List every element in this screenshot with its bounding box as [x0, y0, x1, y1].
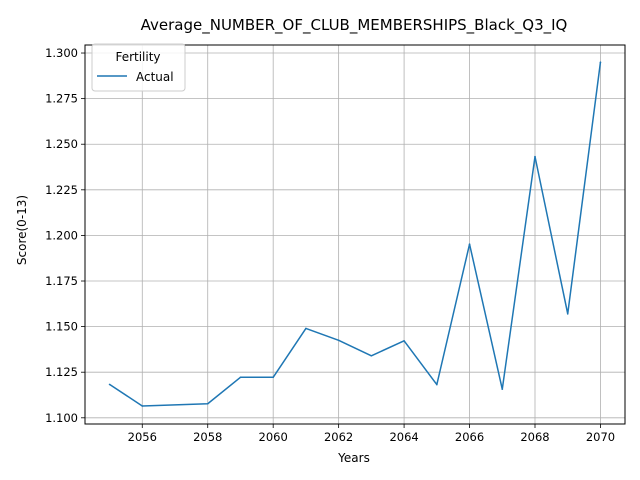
data-point	[534, 155, 536, 158]
x-axis-ticks: 2056 2058 2060 2062 2064 2066 2068 2070	[128, 424, 615, 444]
data-point	[337, 339, 340, 342]
data-point	[566, 313, 569, 315]
data-point	[141, 405, 144, 407]
data-point	[501, 388, 504, 390]
data-point	[206, 402, 209, 405]
y-tick-label: 1.300	[45, 46, 78, 60]
x-tick-label: 2062	[324, 430, 353, 444]
y-tick-label: 1.100	[45, 411, 78, 425]
y-axis-ticks: 1.100 1.125 1.150 1.175 1.200 1.225 1.250 1.275…	[45, 46, 85, 425]
x-tick-label: 2070	[586, 430, 615, 444]
data-point	[305, 327, 307, 330]
y-tick-label: 1.275	[45, 92, 78, 106]
data-point	[468, 243, 471, 245]
data-point	[272, 376, 274, 379]
plot-area	[108, 61, 602, 407]
data-point	[599, 61, 602, 63]
x-tick-label: 2064	[389, 430, 418, 444]
y-tick-label: 1.250	[45, 137, 78, 151]
x-tick-label: 2056	[128, 430, 157, 444]
legend-title: Fertility	[115, 50, 160, 64]
y-tick-label: 1.225	[45, 183, 78, 197]
x-tick-label: 2060	[259, 430, 288, 444]
x-axis-label: Years	[337, 451, 370, 465]
data-point	[370, 354, 373, 357]
series-line-actual	[109, 62, 602, 407]
y-tick-label: 1.125	[45, 365, 78, 379]
y-axis-label: Score(0-13)	[15, 195, 29, 265]
y-tick-label: 1.200	[45, 228, 78, 242]
legend-label-actual: Actual	[136, 70, 174, 84]
data-point	[108, 383, 111, 386]
y-tick-label: 1.175	[45, 274, 78, 288]
x-tick-label: 2068	[520, 430, 549, 444]
axes-frame	[84, 44, 626, 425]
x-tick-label: 2058	[193, 430, 222, 444]
chart-title: Average_NUMBER_OF_CLUB_MEMBERSHIPS_Black…	[141, 16, 568, 35]
x-tick-label: 2066	[455, 430, 484, 444]
y-tick-label: 1.150	[45, 320, 78, 334]
data-point	[436, 383, 438, 386]
data-point	[403, 340, 405, 342]
legend: Fertility Actual	[91, 43, 186, 92]
data-point	[239, 376, 242, 379]
legend-box	[91, 43, 186, 92]
grid-lines	[85, 45, 625, 424]
